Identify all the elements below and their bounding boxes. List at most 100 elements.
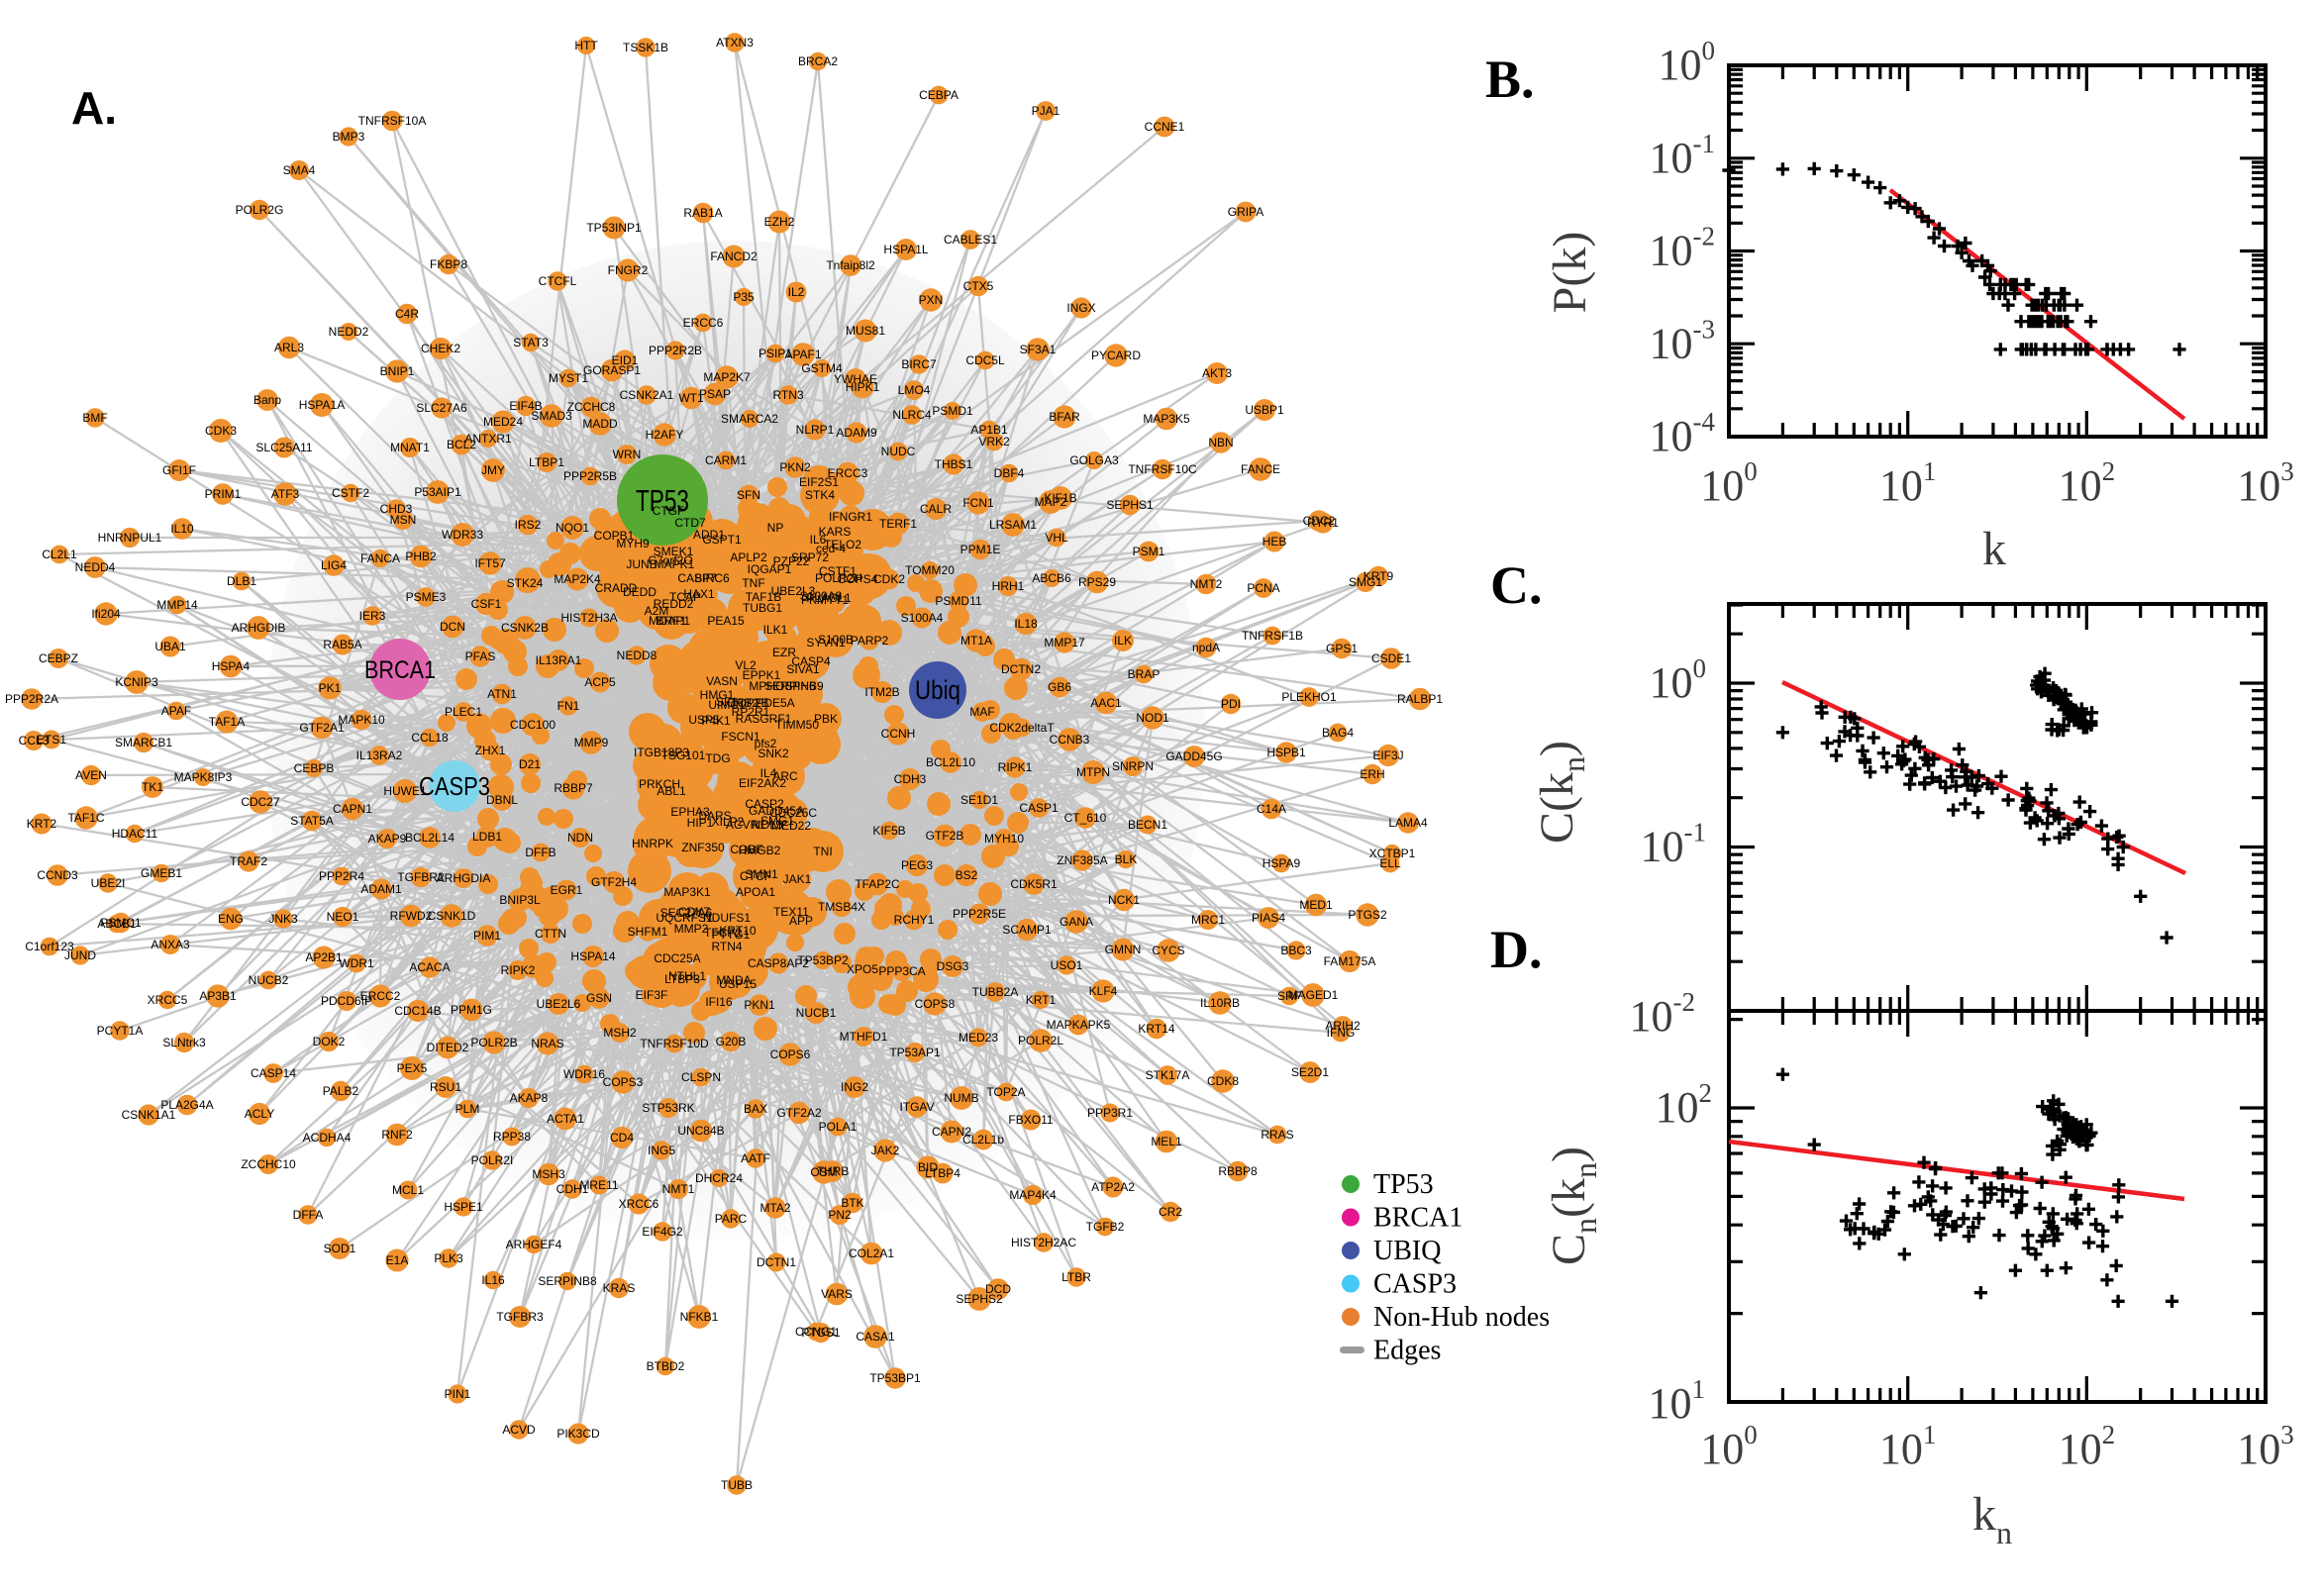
svg-text:SE1D1: SE1D1 xyxy=(960,793,998,807)
svg-text:ILK: ILK xyxy=(1114,634,1132,648)
svg-text:ACTA1: ACTA1 xyxy=(547,1112,584,1126)
svg-text:CDC14B: CDC14B xyxy=(394,1004,441,1018)
svg-text:COPS8: COPS8 xyxy=(915,997,956,1011)
svg-text:CHD3: CHD3 xyxy=(380,502,413,516)
svg-text:CEBPZ: CEBPZ xyxy=(39,651,78,665)
svg-text:NUDC: NUDC xyxy=(881,445,916,458)
svg-text:C14A: C14A xyxy=(1257,802,1286,816)
svg-text:PIAS4: PIAS4 xyxy=(1252,911,1285,925)
svg-text:MTPN: MTPN xyxy=(1076,765,1110,779)
svg-text:PYCARD: PYCARD xyxy=(1091,349,1141,362)
svg-text:MED24: MED24 xyxy=(483,415,523,429)
svg-text:DLB1: DLB1 xyxy=(227,574,256,588)
svg-text:VHL: VHL xyxy=(1045,531,1068,545)
svg-text:EIF3J: EIF3J xyxy=(1372,748,1403,762)
svg-text:WDR1: WDR1 xyxy=(339,956,374,970)
svg-text:ARHGEF4: ARHGEF4 xyxy=(506,1238,562,1251)
svg-text:CALR: CALR xyxy=(920,502,952,516)
svg-text:GTF2H4: GTF2H4 xyxy=(591,875,637,889)
svg-text:EIF4G2: EIF4G2 xyxy=(642,1225,683,1239)
svg-text:PCNA: PCNA xyxy=(1247,581,1279,595)
svg-text:HIST2H3A: HIST2H3A xyxy=(560,611,617,625)
svg-text:CRADD: CRADD xyxy=(595,581,638,595)
svg-text:USP5: USP5 xyxy=(688,713,720,727)
svg-text:IER3: IER3 xyxy=(359,609,386,623)
svg-text:IL16: IL16 xyxy=(481,1273,505,1287)
svg-text:C4R: C4R xyxy=(395,307,419,321)
svg-text:KRT14: KRT14 xyxy=(1138,1022,1174,1036)
svg-text:TAF1A: TAF1A xyxy=(209,715,245,729)
svg-text:IL18: IL18 xyxy=(1014,617,1038,631)
svg-text:DBF4: DBF4 xyxy=(994,466,1025,480)
svg-text:C(kn): C(kn) xyxy=(1531,741,1591,844)
svg-text:NEO1: NEO1 xyxy=(327,910,359,924)
svg-text:IL10: IL10 xyxy=(170,522,194,536)
svg-text:BLK: BLK xyxy=(1115,852,1138,866)
svg-text:CDK5R1: CDK5R1 xyxy=(1010,877,1058,891)
svg-text:GTF2A2: GTF2A2 xyxy=(776,1106,822,1120)
svg-text:HSPA9: HSPA9 xyxy=(1262,856,1301,870)
svg-text:CASP14: CASP14 xyxy=(251,1066,296,1080)
svg-text:GTF2A1: GTF2A1 xyxy=(299,721,345,735)
svg-text:APAF: APAF xyxy=(161,704,191,718)
svg-text:BNIP3L: BNIP3L xyxy=(499,893,541,907)
svg-text:CSDE1: CSDE1 xyxy=(1371,651,1411,665)
svg-text:XRCC6: XRCC6 xyxy=(619,1197,659,1211)
svg-text:PPP2R2A: PPP2R2A xyxy=(5,692,58,706)
svg-text:PPM1G: PPM1G xyxy=(451,1003,492,1017)
svg-text:JUNB: JUNB xyxy=(626,557,656,571)
svg-text:BAG4: BAG4 xyxy=(1322,726,1354,740)
svg-text:PTGS2: PTGS2 xyxy=(1348,908,1387,922)
svg-text:ADAM1: ADAM1 xyxy=(360,882,402,896)
svg-text:Non-Hub nodes: Non-Hub nodes xyxy=(1373,1302,1550,1333)
svg-text:C1orf123: C1orf123 xyxy=(25,940,74,953)
svg-text:DCTN2: DCTN2 xyxy=(1001,662,1041,676)
svg-text:CSNK1D: CSNK1D xyxy=(428,909,476,923)
svg-text:ZNF350: ZNF350 xyxy=(681,841,725,854)
svg-text:PSMC1: PSMC1 xyxy=(100,916,142,930)
svg-text:PEA15: PEA15 xyxy=(707,614,745,628)
svg-text:RBBP8: RBBP8 xyxy=(1218,1164,1258,1178)
svg-text:HSPA1A: HSPA1A xyxy=(299,398,345,412)
svg-text:THRB: THRB xyxy=(817,1164,850,1178)
svg-text:NQO1: NQO1 xyxy=(556,521,589,535)
svg-text:HSPA4: HSPA4 xyxy=(212,659,251,673)
svg-text:USO1: USO1 xyxy=(1051,958,1083,972)
svg-text:HSPE1: HSPE1 xyxy=(444,1200,483,1214)
svg-text:EZH2: EZH2 xyxy=(764,215,795,229)
svg-text:LTBP3: LTBP3 xyxy=(664,972,700,986)
svg-text:P(k): P(k) xyxy=(1544,232,1596,314)
svg-text:CASP8AP2: CASP8AP2 xyxy=(748,956,809,970)
svg-text:DFFB: DFFB xyxy=(525,846,556,859)
svg-text:KRT1: KRT1 xyxy=(1026,993,1057,1007)
svg-text:ITGAV: ITGAV xyxy=(899,1100,934,1114)
svg-text:BRCA1: BRCA1 xyxy=(364,656,436,684)
svg-text:UBE2I: UBE2I xyxy=(91,876,126,890)
svg-text:NUCB1: NUCB1 xyxy=(796,1006,837,1020)
svg-text:POLR2B: POLR2B xyxy=(470,1036,517,1049)
svg-text:SMARCB1: SMARCB1 xyxy=(115,736,172,749)
svg-text:CTD7: CTD7 xyxy=(674,516,706,530)
svg-text:PTTG1: PTTG1 xyxy=(712,928,751,942)
svg-text:HSPA14: HSPA14 xyxy=(570,949,615,963)
svg-text:CCNE1: CCNE1 xyxy=(1145,120,1185,134)
svg-text:TEX11: TEX11 xyxy=(773,905,809,919)
svg-text:BFAR: BFAR xyxy=(1049,410,1080,424)
svg-text:TCAP: TCAP xyxy=(669,590,701,604)
svg-text:ING2: ING2 xyxy=(841,1080,868,1094)
svg-text:AATF: AATF xyxy=(741,1151,770,1165)
svg-text:GMEB1: GMEB1 xyxy=(141,866,182,880)
svg-text:NDUFS1: NDUFS1 xyxy=(703,911,751,925)
svg-text:WRN: WRN xyxy=(613,448,642,461)
svg-text:DOK2: DOK2 xyxy=(313,1035,346,1048)
svg-text:BECN1: BECN1 xyxy=(1128,818,1167,832)
svg-text:IFNGR1: IFNGR1 xyxy=(829,510,872,524)
svg-text:PKN2: PKN2 xyxy=(779,460,811,474)
svg-text:SERPINB8: SERPINB8 xyxy=(538,1274,597,1288)
svg-text:SMARCA2: SMARCA2 xyxy=(721,412,778,426)
svg-text:RAB1A: RAB1A xyxy=(683,206,722,220)
svg-text:H2AFY: H2AFY xyxy=(646,428,684,442)
svg-text:LAMA4: LAMA4 xyxy=(1388,816,1428,830)
svg-text:MYH10: MYH10 xyxy=(984,832,1024,846)
svg-text:TP53AP1: TP53AP1 xyxy=(889,1046,941,1059)
